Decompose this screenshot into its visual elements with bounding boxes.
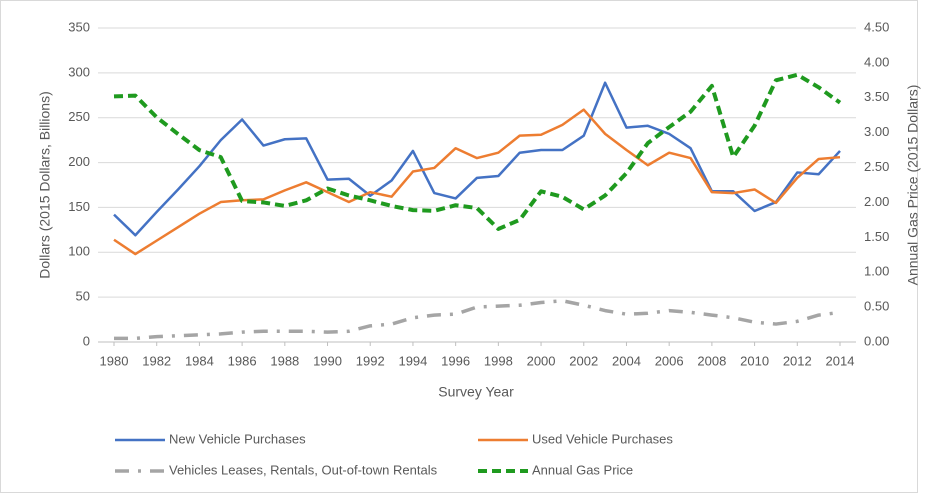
- legend-label: Vehicles Leases, Rentals, Out-of-town Re…: [169, 462, 438, 477]
- x-tick-label: 1982: [142, 353, 171, 368]
- x-tick-label: 2008: [697, 353, 726, 368]
- x-axis-title: Survey Year: [438, 384, 514, 400]
- y2-tick-label: 4.50: [864, 19, 889, 34]
- x-tick-label: 1984: [185, 353, 214, 368]
- legend-label: New Vehicle Purchases: [169, 431, 306, 446]
- y2-axis-title: Annual Gas Price (2015 Dollars): [905, 85, 921, 286]
- y2-tick-label: 3.00: [864, 124, 889, 139]
- x-tick-label: 1986: [228, 353, 257, 368]
- y2-tick-label: 1.50: [864, 229, 889, 244]
- y2-tick-label: 4.00: [864, 54, 889, 69]
- x-tick-label: 2006: [655, 353, 684, 368]
- y-tick-label: 250: [68, 109, 90, 124]
- x-tick-label: 2012: [783, 353, 812, 368]
- y-tick-label: 50: [76, 289, 90, 304]
- y2-tick-label: 0.00: [864, 333, 889, 348]
- y-tick-label: 300: [68, 64, 90, 79]
- y-tick-label: 200: [68, 154, 90, 169]
- y2-tick-label: 1.00: [864, 264, 889, 279]
- x-tick-label: 2004: [612, 353, 641, 368]
- x-tick-label: 1980: [100, 353, 129, 368]
- x-tick-label: 1988: [270, 353, 299, 368]
- x-tick-label: 2000: [527, 353, 556, 368]
- legend-label: Used Vehicle Purchases: [532, 431, 673, 446]
- y2-tick-label: 3.50: [864, 89, 889, 104]
- y-axis-title: Dollars (2015 Dollars, Billions): [37, 91, 53, 279]
- y-tick-label: 100: [68, 244, 90, 259]
- y-tick-label: 350: [68, 19, 90, 34]
- series-line: [113, 72, 842, 231]
- x-tick-label: 1992: [356, 353, 385, 368]
- y-tick-label: 0: [83, 333, 90, 348]
- x-tick-label: 1990: [313, 353, 342, 368]
- y2-tick-label: 0.50: [864, 299, 889, 314]
- chart-border: [0, 0, 918, 493]
- x-tick-label: 1996: [441, 353, 470, 368]
- x-tick-label: 2010: [740, 353, 769, 368]
- x-tick-label: 1994: [398, 353, 427, 368]
- x-tick-label: 1998: [484, 353, 513, 368]
- y2-tick-label: 2.50: [864, 159, 889, 174]
- x-tick-label: 2002: [569, 353, 598, 368]
- series-line: [113, 108, 841, 256]
- y2-tick-label: 2.00: [864, 194, 889, 209]
- legend-label: Annual Gas Price: [532, 462, 633, 477]
- y-tick-label: 150: [68, 199, 90, 214]
- x-tick-label: 2014: [826, 353, 855, 368]
